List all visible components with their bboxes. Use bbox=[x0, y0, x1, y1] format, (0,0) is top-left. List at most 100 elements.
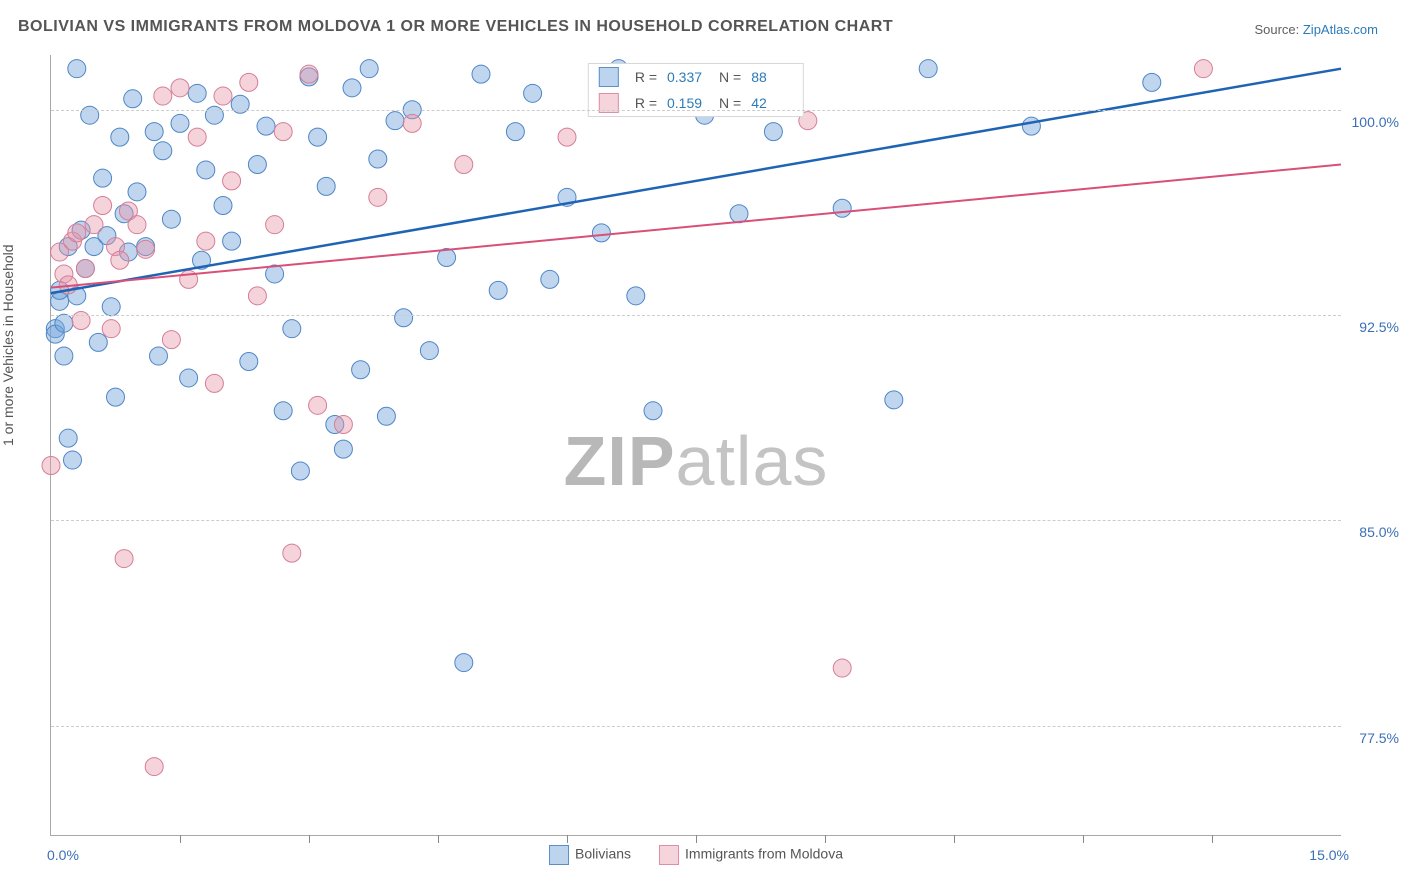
data-point bbox=[240, 353, 258, 371]
stats-legend-row: R = 0.159 N = 42 bbox=[589, 90, 803, 116]
data-point bbox=[55, 347, 73, 365]
series-name: Immigrants from Moldova bbox=[685, 846, 843, 862]
data-point bbox=[154, 87, 172, 105]
data-point bbox=[420, 342, 438, 360]
data-point bbox=[145, 758, 163, 776]
data-point bbox=[171, 79, 189, 97]
data-point bbox=[455, 155, 473, 173]
data-point bbox=[162, 210, 180, 228]
trend-line bbox=[51, 164, 1341, 287]
data-point bbox=[334, 440, 352, 458]
data-point bbox=[59, 429, 77, 447]
x-tick bbox=[825, 835, 826, 843]
x-tick bbox=[438, 835, 439, 843]
scatter-plot: ZIPatlas R =0.337N =88R =0.159N =42 0.0%… bbox=[50, 55, 1341, 836]
data-point bbox=[524, 84, 542, 102]
data-point bbox=[360, 60, 378, 78]
data-point bbox=[369, 150, 387, 168]
data-point bbox=[111, 251, 129, 269]
data-point bbox=[627, 287, 645, 305]
data-point bbox=[291, 462, 309, 480]
data-point bbox=[188, 84, 206, 102]
data-point bbox=[885, 391, 903, 409]
plot-svg bbox=[51, 55, 1341, 835]
data-point bbox=[128, 183, 146, 201]
data-point bbox=[188, 128, 206, 146]
data-point bbox=[343, 79, 361, 97]
y-tick-label: 92.5% bbox=[1359, 319, 1399, 335]
stat-r-value: 0.159 bbox=[667, 95, 709, 111]
data-point bbox=[283, 320, 301, 338]
legend-swatch bbox=[549, 845, 569, 865]
data-point bbox=[266, 216, 284, 234]
x-tick bbox=[1212, 835, 1213, 843]
data-point bbox=[309, 128, 327, 146]
data-point bbox=[162, 331, 180, 349]
data-point bbox=[833, 659, 851, 677]
stat-n-label: N = bbox=[719, 95, 741, 111]
series-legend-item: Bolivians bbox=[549, 845, 631, 865]
data-point bbox=[214, 87, 232, 105]
gridline-h bbox=[51, 726, 1341, 727]
data-point bbox=[300, 65, 318, 83]
data-point bbox=[223, 172, 241, 190]
stat-n-value: 42 bbox=[751, 95, 793, 111]
data-point bbox=[317, 177, 335, 195]
series-legend: Bolivians Immigrants from Moldova bbox=[549, 845, 843, 865]
data-point bbox=[171, 114, 189, 132]
data-point bbox=[395, 309, 413, 327]
data-point bbox=[764, 123, 782, 141]
legend-swatch bbox=[599, 67, 619, 87]
data-point bbox=[730, 205, 748, 223]
data-point bbox=[94, 197, 112, 215]
data-point bbox=[68, 60, 86, 78]
data-point bbox=[240, 73, 258, 91]
data-point bbox=[150, 347, 168, 365]
x-tick bbox=[1083, 835, 1084, 843]
data-point bbox=[42, 457, 60, 475]
data-point bbox=[145, 123, 163, 141]
data-point bbox=[455, 654, 473, 672]
data-point bbox=[248, 287, 266, 305]
legend-swatch bbox=[659, 845, 679, 865]
series-name: Bolivians bbox=[575, 846, 631, 862]
data-point bbox=[334, 415, 352, 433]
stat-r-label: R = bbox=[635, 69, 657, 85]
data-point bbox=[102, 320, 120, 338]
gridline-h bbox=[51, 520, 1341, 521]
data-point bbox=[472, 65, 490, 83]
data-point bbox=[107, 388, 125, 406]
data-point bbox=[309, 396, 327, 414]
stat-r-label: R = bbox=[635, 95, 657, 111]
data-point bbox=[55, 314, 73, 332]
data-point bbox=[124, 90, 142, 108]
data-point bbox=[205, 374, 223, 392]
data-point bbox=[64, 451, 82, 469]
data-point bbox=[197, 232, 215, 250]
data-point bbox=[102, 298, 120, 316]
x-axis-max-label: 15.0% bbox=[1309, 847, 1349, 863]
chart-title: BOLIVIAN VS IMMIGRANTS FROM MOLDOVA 1 OR… bbox=[18, 18, 893, 36]
data-point bbox=[558, 128, 576, 146]
data-point bbox=[352, 361, 370, 379]
data-point bbox=[1194, 60, 1212, 78]
y-tick-label: 77.5% bbox=[1359, 730, 1399, 746]
data-point bbox=[1143, 73, 1161, 91]
data-point bbox=[369, 188, 387, 206]
data-point bbox=[919, 60, 937, 78]
data-point bbox=[1022, 117, 1040, 135]
x-axis-min-label: 0.0% bbox=[47, 847, 79, 863]
data-point bbox=[274, 402, 292, 420]
data-point bbox=[111, 128, 129, 146]
data-point bbox=[180, 369, 198, 387]
source-label: Source: bbox=[1254, 22, 1302, 37]
source-link[interactable]: ZipAtlas.com bbox=[1303, 22, 1378, 37]
source-attribution: Source: ZipAtlas.com bbox=[1254, 22, 1378, 37]
data-point bbox=[403, 114, 421, 132]
x-tick bbox=[180, 835, 181, 843]
y-tick-label: 85.0% bbox=[1359, 524, 1399, 540]
data-point bbox=[592, 224, 610, 242]
data-point bbox=[214, 197, 232, 215]
stat-r-value: 0.337 bbox=[667, 69, 709, 85]
x-tick bbox=[696, 835, 697, 843]
